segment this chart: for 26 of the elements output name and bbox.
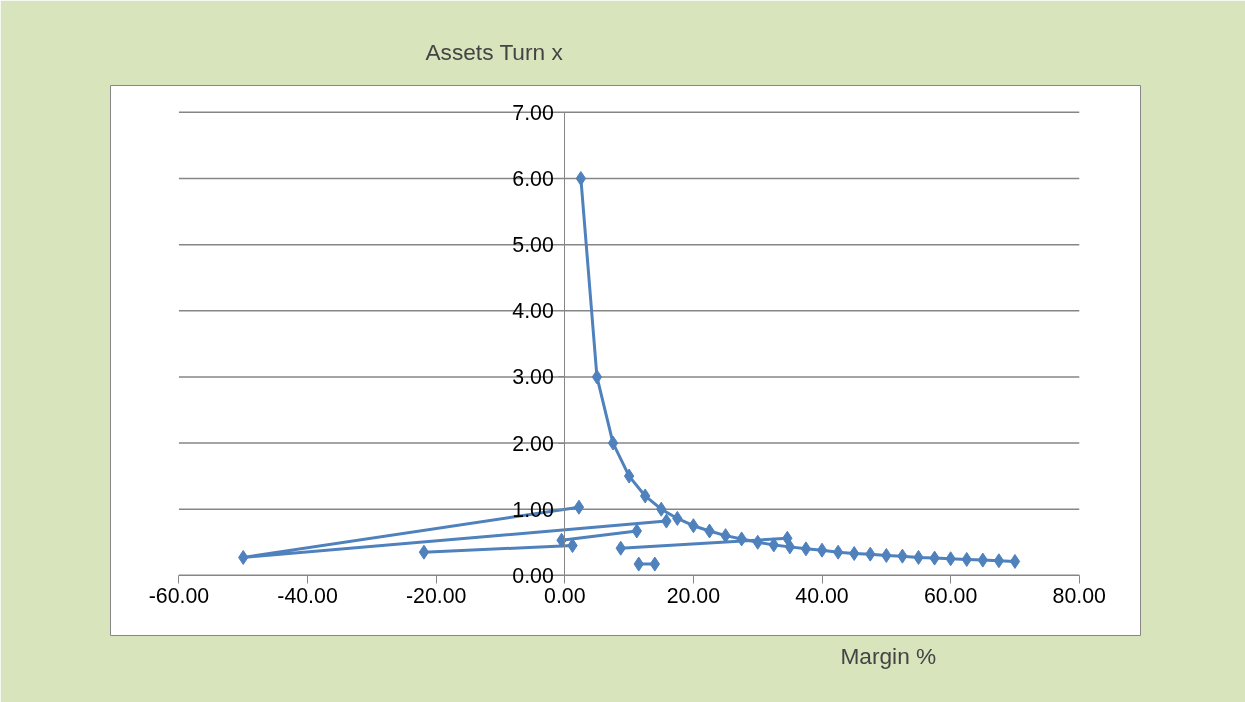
x-tick-label: 20.00 xyxy=(666,584,721,609)
y-tick-label: 2.00 xyxy=(512,431,554,456)
x-tick-label: -60.00 xyxy=(148,584,210,609)
point xyxy=(418,544,430,560)
x-tick-label: -40.00 xyxy=(277,584,338,609)
y-axis-title: Assets Turn x xyxy=(425,38,564,65)
x-tick-label: -20.00 xyxy=(405,584,467,609)
point xyxy=(607,435,619,451)
point xyxy=(591,369,603,385)
point xyxy=(832,544,844,560)
y-tick-label: 7.00 xyxy=(512,100,554,125)
y-tick-label: 4.00 xyxy=(512,299,554,324)
point xyxy=(573,499,585,515)
point xyxy=(816,542,828,558)
y-tick-label: 3.00 xyxy=(512,365,554,390)
y-tick-label: 6.00 xyxy=(512,166,554,191)
point xyxy=(575,170,587,186)
x-tick-label: 40.00 xyxy=(795,584,849,609)
point xyxy=(993,553,1005,569)
y-tick-label: 5.00 xyxy=(512,233,554,258)
x-tick-label: 80.00 xyxy=(1052,584,1107,609)
point xyxy=(1009,553,1021,569)
x-axis-title: Margin % xyxy=(840,642,937,669)
x-tick-label: 60.00 xyxy=(923,584,978,609)
point xyxy=(800,541,812,557)
point xyxy=(623,468,635,484)
